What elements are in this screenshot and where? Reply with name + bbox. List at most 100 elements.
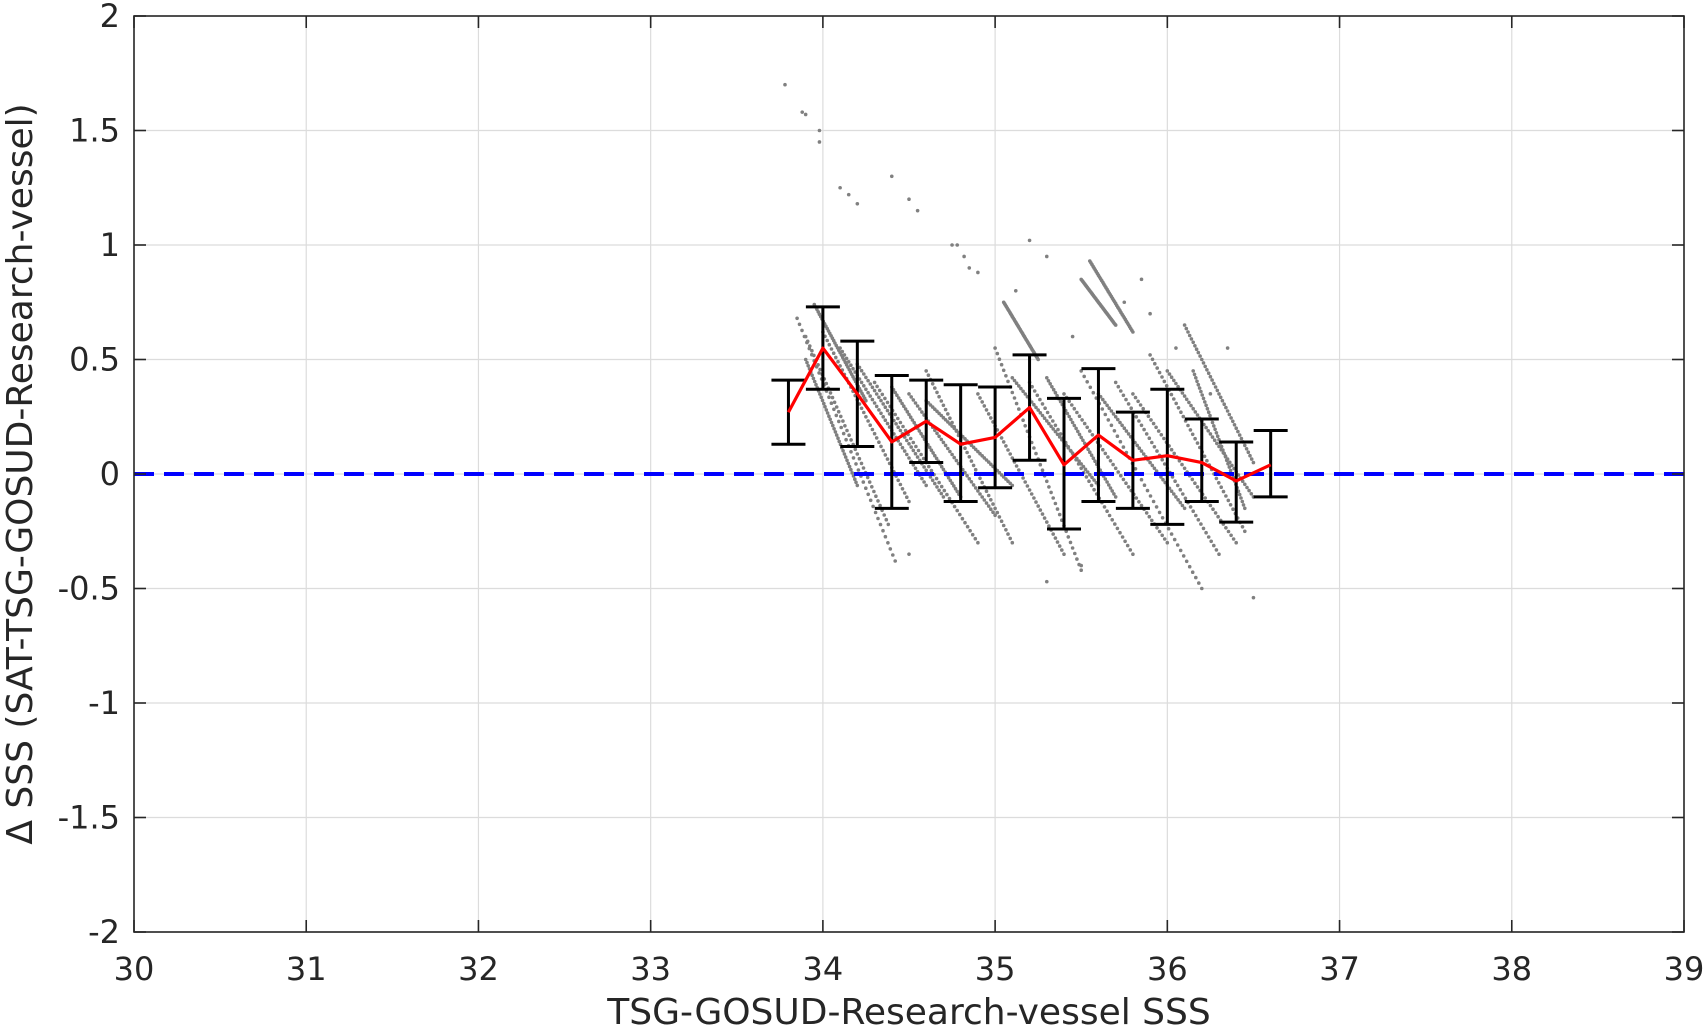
scatter-point <box>930 478 935 483</box>
scatter-point <box>1227 465 1232 469</box>
scatter-point <box>1169 489 1174 494</box>
scatter-point <box>1231 537 1236 541</box>
scatter-point <box>995 351 1000 356</box>
scatter-point <box>838 346 842 350</box>
scatter-point <box>1144 511 1149 515</box>
scatter-point <box>871 504 875 509</box>
scatter-point <box>1164 384 1169 388</box>
scatter-point <box>1193 410 1198 414</box>
scatter-point <box>883 418 888 423</box>
scatter-point <box>1169 532 1174 536</box>
scatter-point <box>1121 393 1126 398</box>
scatter-point <box>1197 386 1202 390</box>
scatter-point <box>948 416 952 421</box>
scatter-point <box>841 449 845 453</box>
scatter-point <box>870 385 875 390</box>
scatter-point <box>907 442 911 446</box>
scatter-point <box>883 396 887 401</box>
scatter-point <box>827 395 831 400</box>
scatter-point <box>982 498 987 502</box>
scatter-point <box>1195 441 1200 445</box>
scatter-point <box>963 470 967 475</box>
scatter-point <box>818 392 822 396</box>
y-tick-label: 1.5 <box>69 112 120 150</box>
scatter-point <box>1169 375 1174 380</box>
y-axis-ticks: -2 -1.5 -1 -0.5 0 0.5 1 1.5 2 <box>58 0 1684 951</box>
scatter-point <box>832 407 836 412</box>
scatter-point <box>1160 516 1165 520</box>
scatter-point <box>1067 414 1071 419</box>
scatter-point <box>986 412 991 416</box>
scatter-point <box>1208 503 1213 508</box>
scatter-point <box>1231 419 1235 424</box>
scatter-point <box>1135 443 1139 448</box>
scatter-point <box>1057 512 1062 517</box>
scatter-point <box>1150 440 1154 445</box>
scatter-point <box>913 466 918 471</box>
scatter-point <box>1247 488 1251 493</box>
scatter-point <box>819 395 823 400</box>
scatter-point <box>886 541 890 545</box>
scatter-point <box>1101 447 1105 452</box>
scatter-point <box>989 498 993 502</box>
scatter-point <box>1113 522 1117 526</box>
scatter-point <box>1125 543 1130 548</box>
scatter-point <box>1212 424 1216 428</box>
scatter-point <box>946 446 950 451</box>
scatter-point <box>1214 476 1219 481</box>
scatter-point <box>935 390 939 395</box>
scatter-point <box>1027 488 1032 492</box>
scatter-point <box>1079 466 1083 471</box>
scatter-point <box>898 442 903 447</box>
scatter-point <box>1184 326 1189 331</box>
scatter-point <box>877 408 881 412</box>
scatter-point <box>1155 526 1159 530</box>
scatter-point <box>1227 412 1232 417</box>
scatter-point <box>808 344 812 348</box>
scatter-point <box>844 356 849 361</box>
scatter-point <box>1142 427 1146 432</box>
scatter-point <box>1081 438 1085 443</box>
scatter-point <box>920 476 924 481</box>
scatter-point <box>846 461 851 466</box>
scatter-point <box>882 513 886 517</box>
scatter-point <box>930 382 935 386</box>
scatter-point <box>1084 475 1089 479</box>
scatter-point <box>1210 435 1215 439</box>
y-tick-label: 0 <box>100 455 120 493</box>
scatter-point <box>1040 468 1045 473</box>
scatter-point <box>864 398 868 403</box>
scatter-point <box>952 484 956 488</box>
scatter-point <box>1156 429 1161 433</box>
scatter-point <box>1105 403 1109 408</box>
scatter-point <box>950 481 954 486</box>
scatter-point <box>1192 372 1197 377</box>
scatter-point <box>1044 579 1049 584</box>
scatter-point <box>1083 467 1088 472</box>
scatter-point <box>1070 420 1075 425</box>
scatter-point <box>1123 539 1127 544</box>
scatter-point <box>1047 421 1051 426</box>
scatter-point <box>1151 421 1156 426</box>
scatter-point <box>896 478 900 483</box>
scatter-point <box>1174 346 1178 350</box>
scatter-point <box>849 438 853 442</box>
scatter-point <box>834 405 839 409</box>
scatter-point <box>827 414 831 419</box>
scatter-point <box>1188 505 1193 509</box>
scatter-point <box>872 388 877 393</box>
scatter-point <box>1147 436 1152 441</box>
scatter-point <box>1172 537 1177 542</box>
scatter-point <box>878 522 883 527</box>
x-tick-label: 38 <box>1491 950 1532 988</box>
scatter-point <box>1006 448 1010 452</box>
scatter-point <box>1225 409 1230 413</box>
scatter-point <box>832 427 836 431</box>
scatter-point <box>1205 406 1210 411</box>
x-tick-label: 35 <box>975 950 1016 988</box>
scatter-point <box>1240 525 1245 529</box>
scatter-point <box>946 475 951 480</box>
x-tick-label: 33 <box>630 950 671 988</box>
scatter-point <box>1131 330 1135 334</box>
scatter-point <box>889 174 894 179</box>
